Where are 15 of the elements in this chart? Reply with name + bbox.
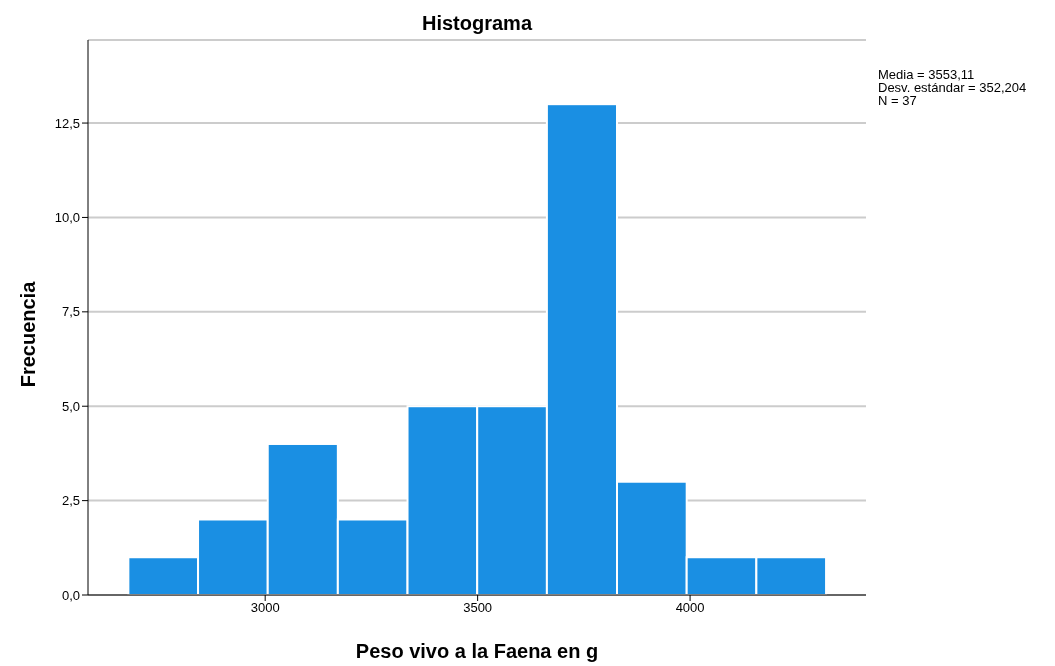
y-tick-label: 2,5 [61,493,80,509]
y-tick-label: 0,0 [61,587,80,603]
x-axis-title: Peso vivo a la Faena en g [354,640,600,663]
chart-title: Histograma [421,12,534,35]
y-tick-label: 5,0 [61,398,80,414]
x-tick-label: 3000 [250,600,280,616]
y-tick-label: 12,5 [54,115,80,131]
text: N = 37 [878,93,918,108]
y-axis-title: Frecuencia [16,280,40,390]
text: Desv. estándar = 352,204 [878,80,1027,95]
text: Media = 3553,11 [878,67,976,82]
x-tick-label: 3500 [463,600,493,616]
y-tick-label: 7,5 [61,304,80,320]
y-tick-label: 10,0 [54,210,80,226]
x-tick-label: 4000 [675,600,705,616]
